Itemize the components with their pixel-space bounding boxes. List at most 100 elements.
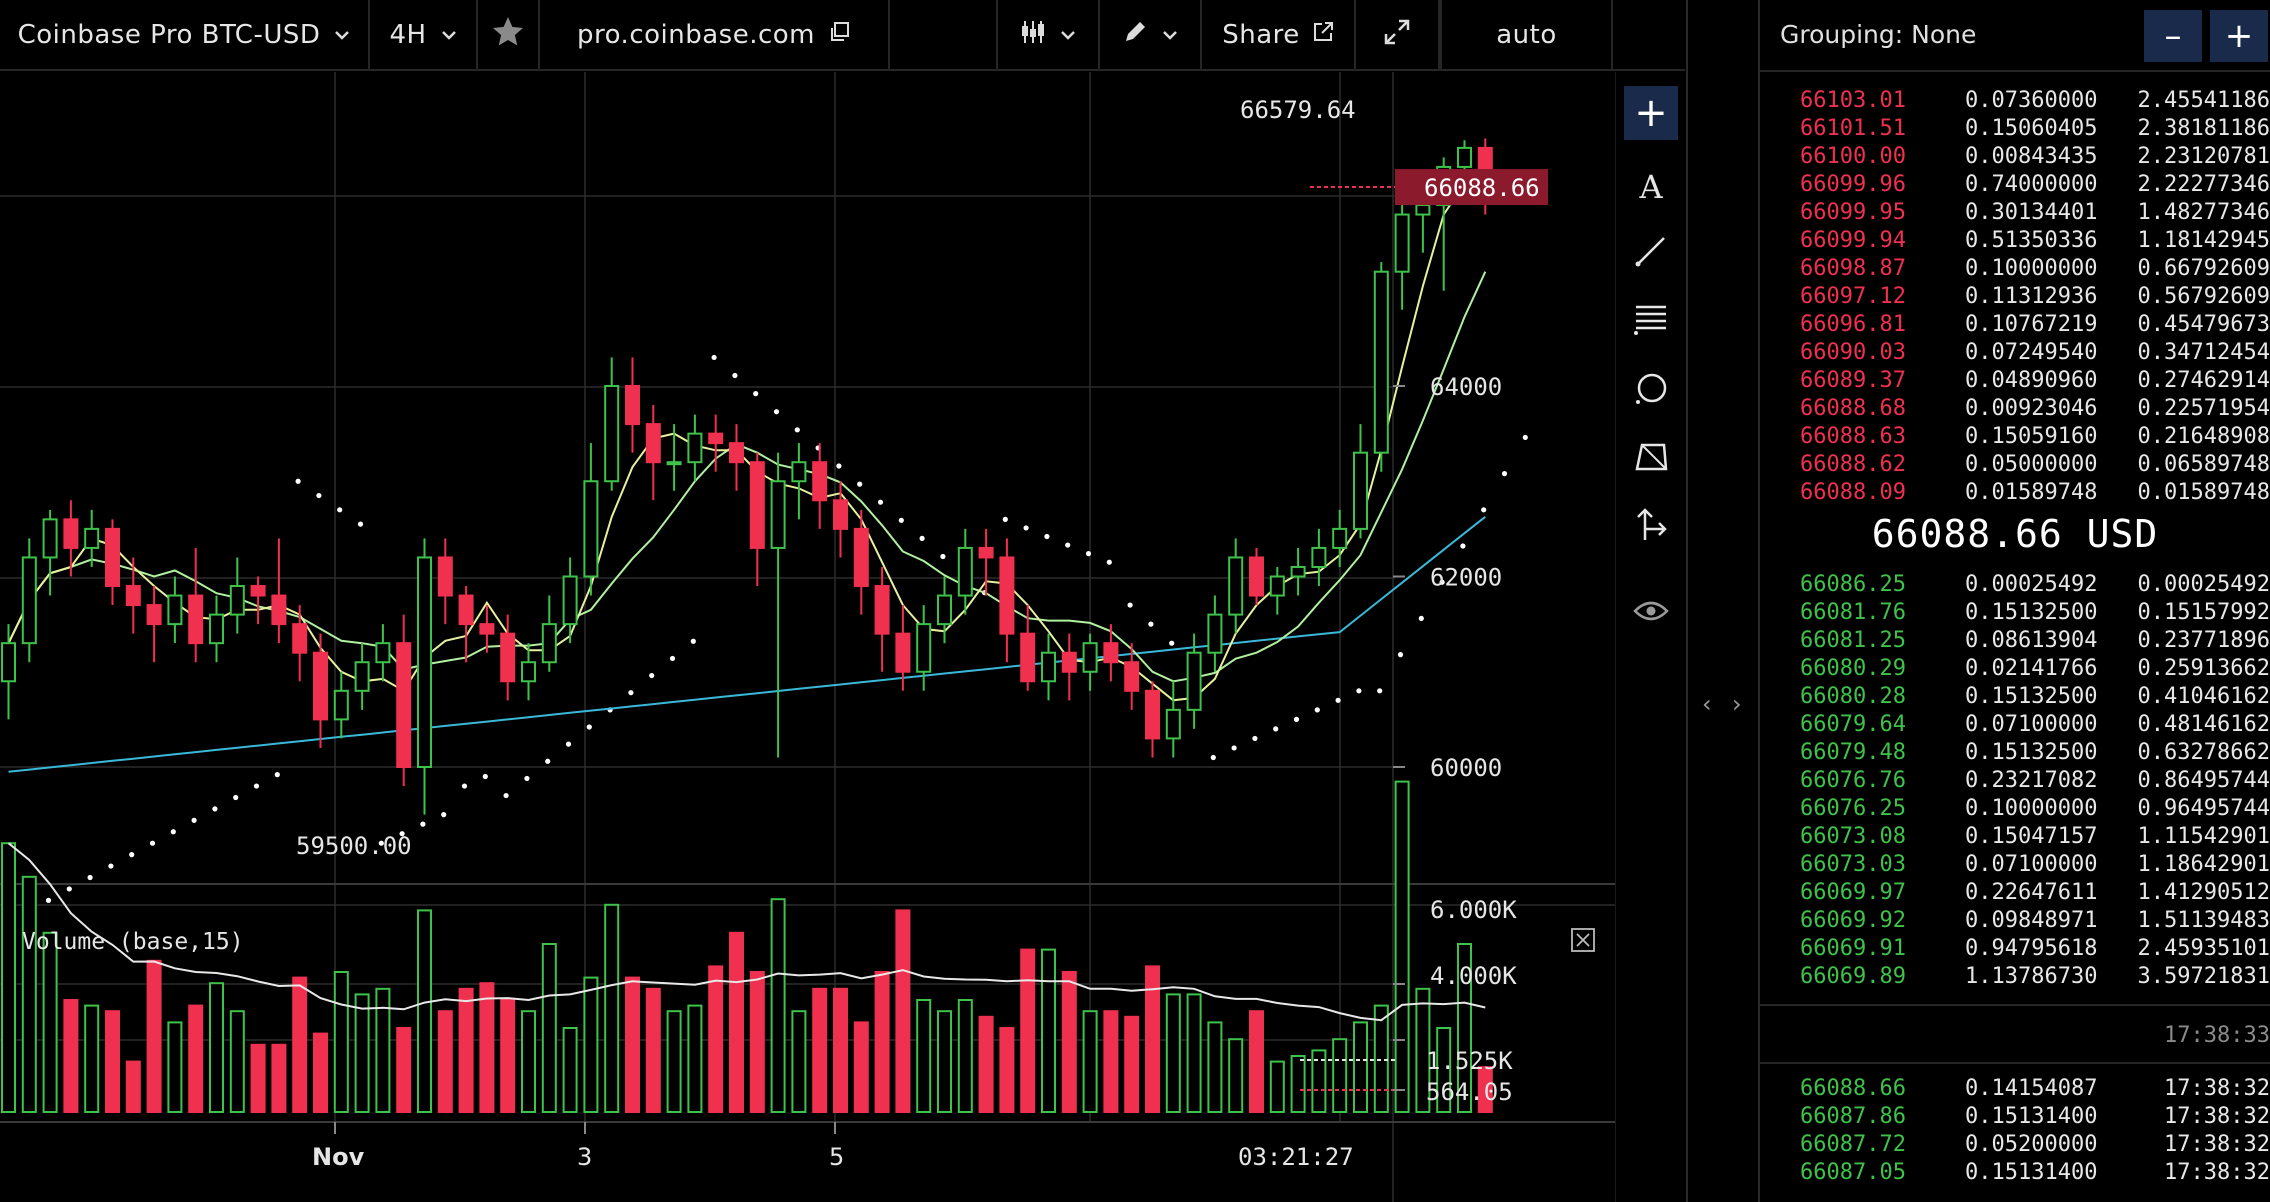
ask-row[interactable]: 66096.81 0.10767219 0.45479673 <box>1760 312 2270 340</box>
trade-size: 0.05200000 <box>1965 1132 2098 1157</box>
bid-row[interactable]: 66069.92 0.09848971 1.51139483 <box>1760 908 2270 936</box>
fullscreen-button[interactable] <box>1356 0 1440 70</box>
pattern-tool-button[interactable] <box>1624 434 1678 488</box>
volume-bar <box>666 1010 682 1114</box>
ask-row[interactable]: 66089.37 0.04890960 0.27462914 <box>1760 368 2270 396</box>
ask-row[interactable]: 66103.01 0.07360000 2.45541186 <box>1760 88 2270 116</box>
grouping-label[interactable]: Grouping: None <box>1780 20 1977 49</box>
ask-row[interactable]: 66090.03 0.07249540 0.34712454 <box>1760 340 2270 368</box>
chevron-down-icon <box>441 25 457 46</box>
bid-row[interactable]: 66086.25 0.00025492 0.00025492 <box>1760 572 2270 600</box>
bid-row[interactable]: 66076.25 0.10000000 0.96495744 <box>1760 796 2270 824</box>
bid-row[interactable]: 66073.08 0.15047157 1.11542901 <box>1760 824 2270 852</box>
trade-row[interactable]: 66087.86 0.15131400 17:38:32 <box>1760 1104 2270 1132</box>
grouping-plus-button[interactable]: + <box>2210 10 2268 62</box>
bid-row[interactable]: 66069.91 0.94795618 2.45935101 <box>1760 936 2270 964</box>
interval-selector[interactable]: 4H <box>370 0 478 70</box>
ask-row[interactable]: 66088.62 0.05000000 0.06589748 <box>1760 452 2270 480</box>
trade-time: 17:38:32 <box>2164 1132 2270 1157</box>
ask-row[interactable]: 66098.87 0.10000000 0.66792609 <box>1760 256 2270 284</box>
bid-row[interactable]: 66079.64 0.07100000 0.48146162 <box>1760 712 2270 740</box>
pattern-icon <box>1633 439 1669 483</box>
candle-body <box>417 556 432 769</box>
bid-row[interactable]: 66080.28 0.15132500 0.41046162 <box>1760 684 2270 712</box>
ask-row[interactable]: 66088.09 0.01589748 0.01589748 <box>1760 480 2270 508</box>
ask-size: 0.00843435 <box>1965 144 2098 169</box>
bid-row[interactable]: 66081.25 0.08613904 0.23771896 <box>1760 628 2270 656</box>
bid-price: 66079.64 <box>1800 712 1906 737</box>
candle-body <box>1103 642 1119 664</box>
url-link[interactable]: pro.coinbase.com <box>540 0 890 70</box>
sar-dot <box>732 372 738 379</box>
sar-dot <box>191 817 197 823</box>
bid-row[interactable]: 66080.29 0.02141766 0.25913662 <box>1760 656 2270 684</box>
bid-row[interactable]: 66073.03 0.07100000 1.18642901 <box>1760 852 2270 880</box>
ask-row[interactable]: 66099.95 0.30134401 1.48277346 <box>1760 200 2270 228</box>
candle-body <box>645 423 661 464</box>
trade-row[interactable]: 66087.05 0.15131400 17:38:32 <box>1760 1160 2270 1188</box>
bid-row[interactable]: 66081.76 0.15132500 0.15157992 <box>1760 600 2270 628</box>
candle-body <box>770 480 786 549</box>
trade-row[interactable]: 66087.72 0.05200000 17:38:32 <box>1760 1132 2270 1160</box>
ma-fast-line <box>7 175 1486 702</box>
chevron-left-icon[interactable]: ‹ <box>1702 690 1712 718</box>
grouping-minus-button[interactable]: – <box>2144 10 2202 62</box>
ask-row[interactable]: 66100.00 0.00843435 2.23120781 <box>1760 144 2270 172</box>
candle-body <box>625 385 640 426</box>
candle-body <box>1020 632 1036 683</box>
chevron-right-icon[interactable]: › <box>1732 690 1742 718</box>
ask-row[interactable]: 66101.51 0.15060405 2.38181186 <box>1760 116 2270 144</box>
volume-bar <box>1228 1038 1244 1114</box>
fib-tool-button[interactable] <box>1624 296 1678 350</box>
panel-divider[interactable]: ‹ › <box>1686 0 1760 1202</box>
sar-dot <box>1065 542 1071 548</box>
toolbar-spacer <box>890 0 996 70</box>
candle-body <box>521 661 536 683</box>
ask-row[interactable]: 66088.68 0.00923046 0.22571954 <box>1760 396 2270 424</box>
drawing-selector[interactable] <box>1100 0 1202 70</box>
candle-body <box>1290 565 1306 578</box>
volume-bar <box>791 1010 807 1114</box>
scale-selector[interactable]: auto <box>1440 0 1613 70</box>
bid-total: 1.18642901 <box>2137 852 2270 877</box>
measure-tool-button[interactable] <box>1624 502 1678 556</box>
bid-total: 0.00025492 <box>2137 572 2270 597</box>
copy-icon <box>829 20 851 50</box>
bid-size: 0.00025492 <box>1965 572 2098 597</box>
trade-row[interactable]: 66088.66 0.14154087 17:38:32 <box>1760 1076 2270 1104</box>
ask-row[interactable]: 66097.12 0.11312936 0.56792609 <box>1760 284 2270 312</box>
candle-body <box>209 613 224 645</box>
bid-row[interactable]: 66069.89 1.13786730 3.59721831 <box>1760 964 2270 992</box>
ask-row[interactable]: 66099.94 0.51350336 1.18142945 <box>1760 228 2270 256</box>
ask-size: 0.01589748 <box>1965 480 2098 505</box>
volume-bar <box>271 1043 287 1113</box>
trade-time: 17:38:32 <box>2164 1160 2270 1185</box>
ask-row[interactable]: 66099.96 0.74000000 2.22277346 <box>1760 172 2270 200</box>
ask-row[interactable]: 66088.63 0.15059160 0.21648908 <box>1760 424 2270 452</box>
volume-bar <box>978 1015 994 1113</box>
chart-type-selector[interactable] <box>996 0 1100 70</box>
bid-price: 66080.28 <box>1800 684 1906 709</box>
crosshair-tool-button[interactable]: + <box>1624 86 1678 140</box>
bid-row[interactable]: 66069.97 0.22647611 1.41290512 <box>1760 880 2270 908</box>
bid-row[interactable]: 66079.48 0.15132500 0.63278662 <box>1760 740 2270 768</box>
bid-row[interactable]: 66076.76 0.23217082 0.86495744 <box>1760 768 2270 796</box>
trend-line-tool-button[interactable] <box>1624 228 1678 282</box>
sar-dot <box>1356 688 1362 694</box>
candle-body <box>396 642 412 768</box>
ask-total: 0.34712454 <box>2137 340 2270 365</box>
favorite-button[interactable] <box>478 0 540 70</box>
candle-body <box>105 527 120 588</box>
price-chart[interactable]: 66088.66 64000 62000 60000 66579.64 59500.00 V… <box>0 72 1615 1202</box>
share-button[interactable]: Share <box>1202 0 1356 70</box>
volume-bar <box>812 987 828 1113</box>
ask-total: 0.27462914 <box>2137 368 2270 393</box>
product-selector[interactable]: Coinbase Pro BTC-USD <box>0 0 370 70</box>
circle-tool-button[interactable] <box>1624 366 1678 420</box>
candle-body <box>313 651 328 721</box>
bid-total: 0.23771896 <box>2137 628 2270 653</box>
text-tool-button[interactable]: A <box>1624 160 1678 214</box>
ask-price: 66088.09 <box>1800 480 1906 505</box>
visibility-button[interactable] <box>1624 586 1678 640</box>
candle-body <box>63 518 79 549</box>
